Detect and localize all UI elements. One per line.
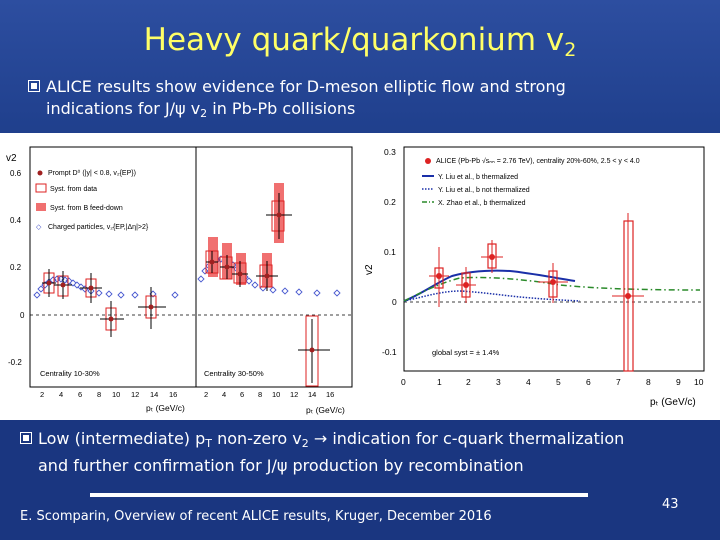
xtick: 9 xyxy=(676,377,681,387)
left-panel-1-xticks: 2 4 6 8 10 12 14 16 xyxy=(40,390,177,399)
panel-2-centrality-label: Centrality 30-50% xyxy=(204,369,264,378)
left-plot: v2 0.6 0.4 0.2 0 -0.2 Prompt D⁰ (|y| < 0… xyxy=(0,133,380,420)
global-syst-label: global syst = ± 1.4% xyxy=(432,348,500,357)
left-ytick: 0 xyxy=(20,311,25,320)
left-ytick: 0.4 xyxy=(10,216,22,225)
right-yticks: 0.3 0.2 0.1 0 -0.1 xyxy=(382,147,397,357)
legend-marker-d0 xyxy=(37,170,43,176)
xtick: 14 xyxy=(150,390,158,399)
ytick: 0.3 xyxy=(384,147,396,157)
xtick: 8 xyxy=(258,390,262,399)
xtick: 16 xyxy=(169,390,177,399)
bullet-2-line-1: Low (intermediate) pT non-zero v2 → indi… xyxy=(38,429,625,450)
legend-marker-syst-b xyxy=(36,203,46,211)
left-plot-ylabel: v2 xyxy=(6,153,17,164)
bullet-2: Low (intermediate) pT non-zero v2 → indi… xyxy=(20,428,720,477)
ytick: -0.1 xyxy=(382,347,397,357)
checkbox-bullet-icon xyxy=(20,432,32,444)
legend-entry: ALICE (Pb-Pb √sₙₙ = 2.76 TeV), centralit… xyxy=(436,157,640,165)
syst-b-feeddown xyxy=(208,237,218,277)
legend-entry: Prompt D⁰ (|y| < 0.8, v₂{EP}) xyxy=(48,169,136,177)
xtick: 10 xyxy=(112,390,120,399)
xtick: 16 xyxy=(326,390,334,399)
curve-liu-not-thermalized xyxy=(403,290,581,302)
legend-entry: Syst. from B feed-down xyxy=(50,205,123,212)
left-ytick: -0.2 xyxy=(8,358,22,367)
xtick: 2 xyxy=(204,390,208,399)
left-ytick: 0.2 xyxy=(10,263,22,272)
legend-entry: Syst. from data xyxy=(50,186,97,193)
xtick: 10 xyxy=(272,390,280,399)
xtick: 0 xyxy=(401,377,406,387)
footer-divider xyxy=(90,493,588,497)
slide-title: Heavy quark/quarkonium v2 xyxy=(143,22,577,61)
legend-entry: Charged particles, v₂{EP,|Δη|>2} xyxy=(48,224,149,231)
left-legend: Prompt D⁰ (|y| < 0.8, v₂{EP}) Syst. from… xyxy=(35,169,149,231)
alice-jpsi-data xyxy=(429,213,644,372)
xtick: 14 xyxy=(308,390,316,399)
right-plot: v2 0.3 0.2 0.1 0 -0.1 ALICE (Pb-Pb √sₙₙ … xyxy=(364,133,720,420)
left-panel-2-xticks: 2 4 6 8 10 12 14 16 xyxy=(204,390,334,399)
xtick: 12 xyxy=(131,390,139,399)
ytick: 0.2 xyxy=(384,197,396,207)
xtick: 3 xyxy=(496,377,501,387)
ytick: 0.1 xyxy=(384,247,396,257)
legend-marker-charged: ◇ xyxy=(36,224,42,231)
figure-area: v2 0.6 0.4 0.2 0 -0.2 Prompt D⁰ (|y| < 0… xyxy=(0,133,720,420)
ytick: 0 xyxy=(392,297,397,307)
xtick: 8 xyxy=(646,377,651,387)
bullet-1-line-2: indications for J/ψ v2 in Pb-Pb collisio… xyxy=(46,99,356,120)
xtick: 2 xyxy=(40,390,44,399)
right-plot-xlabel: pₜ (GeV/c) xyxy=(650,397,696,408)
xtick: 6 xyxy=(586,377,591,387)
bullet-2-line-2: and further confirmation for J/ψ product… xyxy=(38,456,524,475)
xtick: 1 xyxy=(437,377,442,387)
checkbox-bullet-icon xyxy=(28,80,40,92)
xtick: 4 xyxy=(526,377,531,387)
legend-marker-alice xyxy=(425,158,431,164)
xtick: 4 xyxy=(59,390,63,399)
xtick: 8 xyxy=(97,390,101,399)
xtick: 6 xyxy=(78,390,82,399)
xtick: 5 xyxy=(556,377,561,387)
xtick: 12 xyxy=(290,390,298,399)
legend-entry: X. Zhao et al., b thermalized xyxy=(438,200,526,207)
bullet-1-line-1: ALICE results show evidence for D-meson … xyxy=(46,77,566,96)
xtick: 4 xyxy=(222,390,226,399)
right-xticks: 0 1 2 3 4 5 6 7 8 9 10 xyxy=(401,377,704,387)
legend-marker-syst-data xyxy=(35,183,47,193)
left-panel-2-xlabel: pₜ (GeV/c) xyxy=(306,405,345,415)
xtick: 2 xyxy=(466,377,471,387)
left-ytick: 0.6 xyxy=(10,169,22,178)
d-meson-panel-2 xyxy=(205,183,330,387)
left-panel-2-frame xyxy=(195,146,353,388)
xtick: 10 xyxy=(694,377,704,387)
right-plot-frame xyxy=(403,146,705,372)
legend-entry: Y. Liu et al., b thermalized xyxy=(438,174,518,181)
bullet-1: ALICE results show evidence for D-meson … xyxy=(28,76,708,125)
xtick: 7 xyxy=(616,377,621,387)
d-meson-panel-1 xyxy=(42,269,166,337)
footer-text: E. Scomparin, Overview of recent ALICE r… xyxy=(20,509,492,524)
right-plot-ylabel: v2 xyxy=(364,264,375,275)
legend-entry: Y. Liu et al., b not thermalized xyxy=(438,187,530,194)
panel-1-centrality-label: Centrality 10-30% xyxy=(40,369,100,378)
left-panel-1-xlabel: pₜ (GeV/c) xyxy=(146,403,185,413)
page-number: 43 xyxy=(662,497,679,512)
xtick: 6 xyxy=(240,390,244,399)
right-legend: ALICE (Pb-Pb √sₙₙ = 2.76 TeV), centralit… xyxy=(422,157,640,207)
figure-svg: v2 0.6 0.4 0.2 0 -0.2 Prompt D⁰ (|y| < 0… xyxy=(0,133,720,420)
